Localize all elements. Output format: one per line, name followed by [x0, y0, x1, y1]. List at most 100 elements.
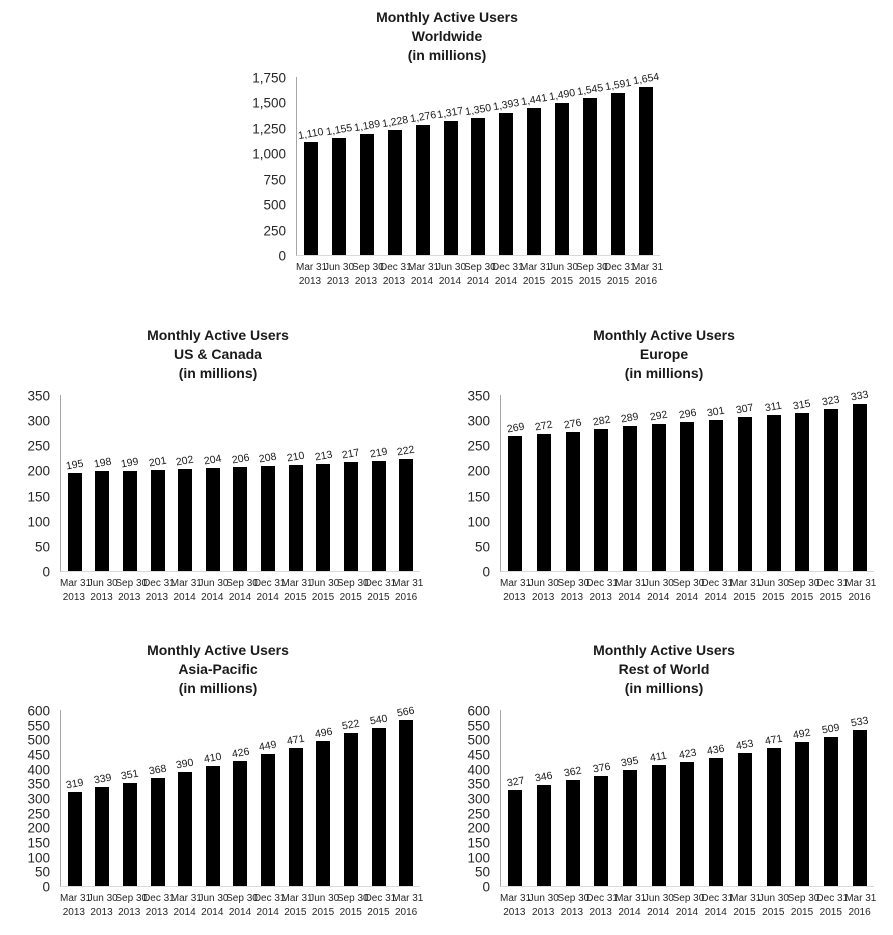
y-axis-tick-label: 300 [27, 791, 50, 807]
bar [737, 753, 752, 886]
bar-value-label: 202 [175, 454, 195, 469]
bar [399, 719, 414, 886]
bar-value-label: 540 [368, 712, 389, 728]
bar-slot: 1,189 [353, 118, 381, 255]
x-axis-tick-label: Jun 30 2015 [758, 893, 789, 918]
y-axis: 0 50 100 150 200 250 300 350 [16, 389, 60, 580]
x-axis-tick-label: Dec 31 2013 [143, 578, 175, 603]
x-axis-tick-label: Mar 31 2016 [845, 893, 877, 918]
x-axis-tick-label: Sep 30 2013 [115, 893, 148, 918]
bar-value-label: 376 [591, 760, 612, 776]
bar [387, 130, 402, 255]
x-axis-tick-label: Jun 30 2013 [528, 893, 559, 918]
y-axis-tick-label: 0 [42, 564, 50, 580]
bar-slot: 1,317 [437, 105, 465, 255]
x-axis-tick-label: Sep 30 2015 [576, 262, 608, 287]
bar [343, 461, 358, 571]
x-axis-tick-label: Jun 30 2013 [87, 578, 118, 603]
bar-slot: 208 [254, 451, 282, 571]
y-axis-tick-label: 0 [42, 879, 50, 895]
bar-value-label: 1,228 [380, 113, 409, 131]
chart-title-region: Europe [639, 346, 689, 362]
bar-value-label: 311 [764, 399, 783, 414]
bar-slot: 269 [501, 420, 530, 571]
x-axis-tick-label: Dec 31 2015 [604, 262, 636, 287]
y-axis-tick-label: 350 [27, 776, 50, 792]
bar-slot: 206 [227, 452, 255, 571]
y-axis-tick-label: 500 [467, 732, 490, 748]
bar [316, 740, 331, 886]
bar [852, 729, 867, 886]
chart-title-line1: Monthly Active Users [147, 642, 289, 658]
bar [261, 466, 276, 571]
x-axis: Mar 31 2013 Jun 30 2013 Sep 30 2013 Dec 31 2013… [500, 572, 876, 604]
bar-slot: 198 [89, 456, 117, 571]
chart-worldwide: Monthly Active Users Worldwide (in milli… [234, 8, 663, 288]
bar [527, 108, 542, 255]
bar-slot: 1,276 [409, 109, 437, 255]
y-axis-tick-label: 600 [467, 703, 490, 719]
bar [508, 435, 523, 571]
y-axis-tick-label: 250 [263, 223, 286, 239]
chart-title-unit: (in millions) [624, 365, 704, 381]
bar-value-label: 199 [120, 455, 140, 471]
x-axis-tick-label: Dec 31 2014 [492, 262, 524, 287]
bar [205, 765, 220, 886]
y-axis-tick-label: 50 [34, 864, 50, 880]
x-axis-tick-label: Mar 31 2015 [730, 578, 762, 603]
bar [623, 425, 638, 571]
chart-title-region: Worldwide [411, 28, 483, 44]
bar-slot: 376 [587, 760, 616, 886]
bar [611, 93, 626, 255]
x-axis-tick-label: Mar 31 2016 [392, 578, 424, 603]
x-axis-tick-label: Dec 31 2015 [364, 578, 397, 603]
x-axis-tick-label: Jun 30 2014 [436, 262, 467, 287]
bar-value-label: 1,110 [297, 125, 325, 143]
x-axis-tick-label: Dec 31 2014 [701, 893, 734, 918]
bar [499, 113, 514, 255]
x-axis-tick-label: Mar 31 2015 [520, 262, 552, 287]
bar [508, 790, 523, 886]
bar-value-label: 411 [649, 750, 669, 765]
y-axis-tick-label: 1,000 [252, 146, 286, 162]
chart-title: Monthly Active Users Rest of World (in m… [454, 641, 874, 698]
x-axis-tick-label: Mar 31 2013 [500, 578, 532, 603]
chart-title-line1: Monthly Active Users [593, 642, 735, 658]
bar [67, 792, 82, 886]
x-axis-tick-label: Mar 31 2015 [281, 893, 313, 918]
bar-series: 327 346 362 376 395 411 423 436 453 471 492 509 533 [501, 710, 874, 886]
x-axis-tick-label: Mar 31 2013 [60, 893, 92, 918]
chart-title-line1: Monthly Active Users [593, 327, 735, 343]
bar [709, 419, 724, 571]
bar [709, 758, 724, 886]
bar-slot: 333 [845, 388, 874, 571]
x-axis-tick-label: Mar 31 2015 [730, 893, 762, 918]
chart-title: Monthly Active Users Asia-Pacific (in mi… [16, 641, 420, 698]
x-axis-tick-label: Dec 31 2013 [380, 262, 412, 287]
y-axis-tick-label: 250 [467, 438, 490, 454]
bar-value-label: 272 [534, 418, 554, 434]
bar-slot: 1,591 [604, 77, 632, 255]
bar-slot: 219 [365, 445, 393, 571]
bar-value-label: 533 [849, 714, 870, 730]
bar-slot: 436 [702, 743, 731, 886]
bar-slot: 222 [392, 444, 420, 571]
y-axis-tick-label: 200 [27, 820, 50, 836]
y-axis-tick-label: 200 [467, 463, 490, 479]
chart-us-canada: Monthly Active Users US & Canada (in mil… [16, 326, 424, 604]
bar-slot: 292 [644, 409, 673, 571]
bar-value-label: 449 [258, 738, 278, 754]
y-axis-tick-label: 150 [27, 489, 50, 505]
y-axis-tick-label: 500 [27, 732, 50, 748]
bar [852, 403, 867, 571]
bar-series: 269 272 276 282 289 292 296 301 307 311 315 323 333 [501, 388, 874, 571]
bar [67, 472, 82, 571]
y-axis-tick-label: 0 [482, 879, 490, 895]
bar-slot: 496 [309, 725, 337, 886]
bar-slot: 1,350 [465, 101, 492, 255]
bar-slot: 533 [845, 714, 874, 886]
y-axis-tick-label: 500 [263, 197, 286, 213]
chart-title: Monthly Active Users Worldwide (in milli… [234, 8, 660, 65]
bar-slot: 272 [530, 418, 559, 571]
